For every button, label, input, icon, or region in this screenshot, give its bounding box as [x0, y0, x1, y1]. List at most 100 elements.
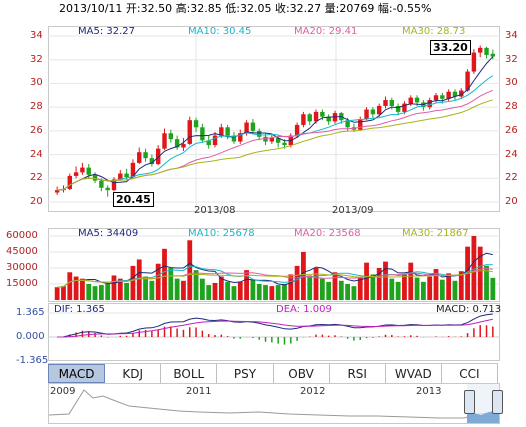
dea-line	[57, 318, 493, 338]
candle-body	[345, 120, 350, 128]
price-tick-right: 24	[505, 148, 518, 160]
candle-body	[452, 91, 458, 97]
candle-body	[320, 111, 325, 117]
volume-bar	[326, 281, 332, 300]
volume-bar	[187, 240, 193, 300]
tab-obv[interactable]: OBV	[273, 364, 330, 383]
macd-frame	[48, 303, 500, 361]
volume-bar	[477, 246, 483, 300]
candle-body	[67, 175, 72, 189]
nav-year-2009: 2009	[50, 386, 76, 397]
volume-bar	[117, 278, 123, 300]
candle-body	[99, 180, 104, 188]
macd-value-label: MACD: 0.713	[436, 304, 502, 315]
candle-body	[395, 105, 401, 112]
dif-label: DIF: 1.365	[54, 304, 105, 315]
candle-body	[484, 47, 489, 55]
volume-bar	[256, 284, 262, 300]
candle-body	[471, 52, 477, 72]
volume-bar	[282, 284, 287, 300]
macd-tick: 0.000	[16, 331, 45, 342]
volume-bar	[181, 280, 186, 300]
candle-body	[478, 47, 483, 53]
candle-body	[465, 71, 470, 91]
volume-bar	[92, 286, 98, 300]
candle-body	[143, 152, 148, 159]
ma5-label: MA5: 32.27	[78, 26, 136, 37]
volume-tick: 60000	[6, 230, 38, 241]
candle-body	[206, 140, 211, 146]
volume-bar	[155, 263, 161, 300]
candle-body	[118, 173, 123, 180]
tab-boll[interactable]: BOLL	[161, 364, 218, 383]
candle-body	[282, 142, 287, 146]
vol-ma20-label: MA20: 23568	[294, 228, 361, 239]
volume-bar	[199, 278, 205, 300]
date-label-aug: 2013/08	[194, 205, 236, 216]
volume-bar	[458, 271, 464, 300]
volume-bar	[250, 279, 256, 300]
tab-cci[interactable]: CCI	[441, 364, 498, 383]
price-tick-right: 26	[505, 124, 518, 136]
candle-body	[459, 90, 464, 97]
volume-bar	[338, 280, 344, 300]
candle-body	[269, 137, 275, 142]
volume-bar	[143, 276, 148, 300]
volume-bar	[294, 265, 300, 300]
volume-bar	[54, 287, 60, 300]
candle-body	[130, 162, 136, 178]
volume-bar	[383, 261, 388, 300]
volume-bar	[136, 259, 142, 300]
candle-body	[168, 133, 174, 140]
navigator-right-handle[interactable]	[492, 390, 503, 414]
volume-bar	[364, 262, 369, 300]
navigator-left-handle[interactable]	[464, 390, 475, 414]
price-tick-left: 28	[30, 101, 43, 113]
candle-body	[54, 190, 60, 193]
price-tick-left: 30	[30, 77, 43, 89]
candle-body	[402, 103, 407, 112]
candle-body	[294, 124, 300, 136]
volume-bar	[490, 277, 496, 300]
volume-bar	[408, 262, 414, 300]
volume-bar	[420, 281, 426, 300]
candle-body	[231, 135, 237, 142]
candle-body	[433, 95, 439, 101]
tab-psy[interactable]: PSY	[217, 364, 274, 383]
volume-bar	[345, 284, 351, 300]
candle-body	[313, 111, 319, 122]
tab-rsi[interactable]: RSI	[329, 364, 386, 383]
candle-body	[149, 158, 155, 165]
candle-body	[257, 130, 262, 137]
tab-kdj[interactable]: KDJ	[105, 364, 162, 383]
candle-body	[187, 120, 192, 144]
volume-bar	[351, 286, 357, 300]
candle-body	[155, 148, 161, 165]
candle-body	[250, 122, 256, 131]
price-tick-left: 26	[30, 124, 43, 136]
tab-macd[interactable]: MACD	[48, 364, 106, 383]
candle-body	[301, 114, 306, 125]
volume-bar	[73, 276, 79, 300]
candle-body	[440, 95, 445, 99]
volume-bar	[244, 270, 249, 300]
volume-bar	[212, 282, 218, 300]
volume-bar	[357, 276, 363, 300]
candle-body	[244, 122, 249, 134]
volume-bar	[427, 276, 433, 300]
candle-body	[383, 100, 388, 106]
ma10-line	[57, 75, 494, 191]
dea-label: DEA: 1.009	[276, 304, 332, 315]
volume-bar	[225, 281, 231, 300]
volume-bar	[332, 272, 338, 300]
price-frame	[48, 26, 500, 212]
volume-bar	[319, 278, 325, 300]
volume-bar	[446, 273, 452, 300]
tab-wvad[interactable]: WVAD	[385, 364, 442, 383]
volume-bar	[484, 265, 489, 300]
candle-body	[307, 114, 312, 122]
candle-body	[181, 143, 186, 148]
volume-bar	[269, 286, 275, 300]
volume-bar	[376, 268, 382, 300]
